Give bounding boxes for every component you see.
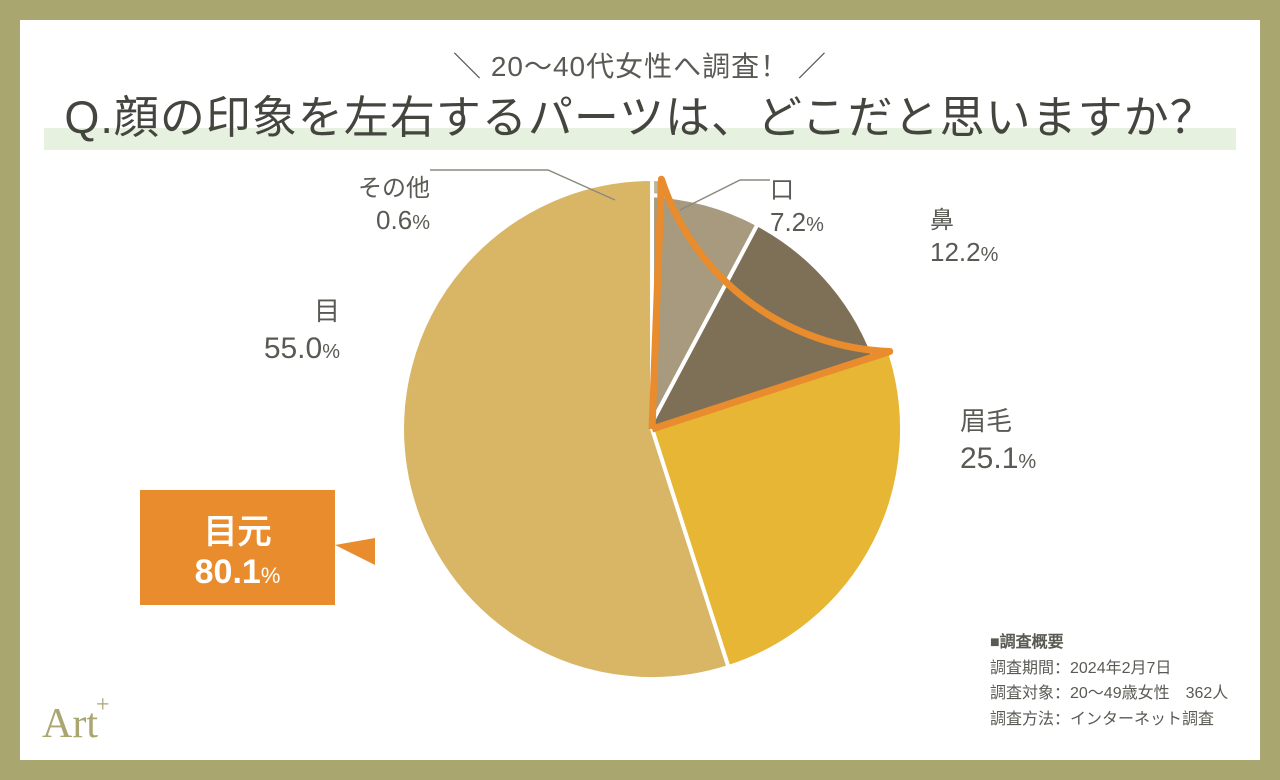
- details-row: 調査方法：インターネット調査: [990, 707, 1228, 733]
- logo-text: Art: [42, 701, 98, 747]
- details-header: ■調査概要: [990, 630, 1228, 656]
- slice-label-value: 7.2%: [770, 206, 824, 240]
- slice-label-value: 0.6%: [320, 204, 430, 238]
- survey-details: ■調査概要 調査期間：2024年2月7日 調査対象：20〜49歳女性 362人 …: [990, 630, 1228, 732]
- slice-label-name: その他: [320, 173, 430, 204]
- slice-label-name: 口: [770, 175, 824, 206]
- slice-label-eyebrow: 眉毛25.1%: [960, 405, 1036, 478]
- slice-label-value: 25.1%: [960, 439, 1036, 478]
- slice-label-nose: 鼻12.2%: [930, 205, 998, 270]
- slice-label-other: その他0.6%: [320, 173, 430, 238]
- details-row: 調査期間：2024年2月7日: [990, 656, 1228, 682]
- callout-tail: [335, 538, 375, 565]
- slice-label-name: 眉毛: [960, 405, 1036, 439]
- slice-label-eye: 目55.0%: [230, 295, 340, 368]
- logo-plus: +: [96, 692, 110, 718]
- callout-value: 80.1%: [140, 553, 335, 592]
- slice-label-name: 鼻: [930, 205, 998, 236]
- slice-label-mouth: 口7.2%: [770, 175, 824, 240]
- outer-frame: ＼ 20〜40代女性へ調査！ ／ Q.顔の印象を左右するパーツは、どこだと思いま…: [0, 0, 1280, 780]
- callout-label: 目元: [140, 504, 335, 553]
- slice-label-value: 12.2%: [930, 236, 998, 270]
- slice-label-value: 55.0%: [230, 329, 340, 368]
- slice-label-name: 目: [230, 295, 340, 329]
- callout-box: 目元 80.1%: [140, 490, 335, 605]
- details-row: 調査対象：20〜49歳女性 362人: [990, 681, 1228, 707]
- brand-logo: Art+: [42, 700, 112, 748]
